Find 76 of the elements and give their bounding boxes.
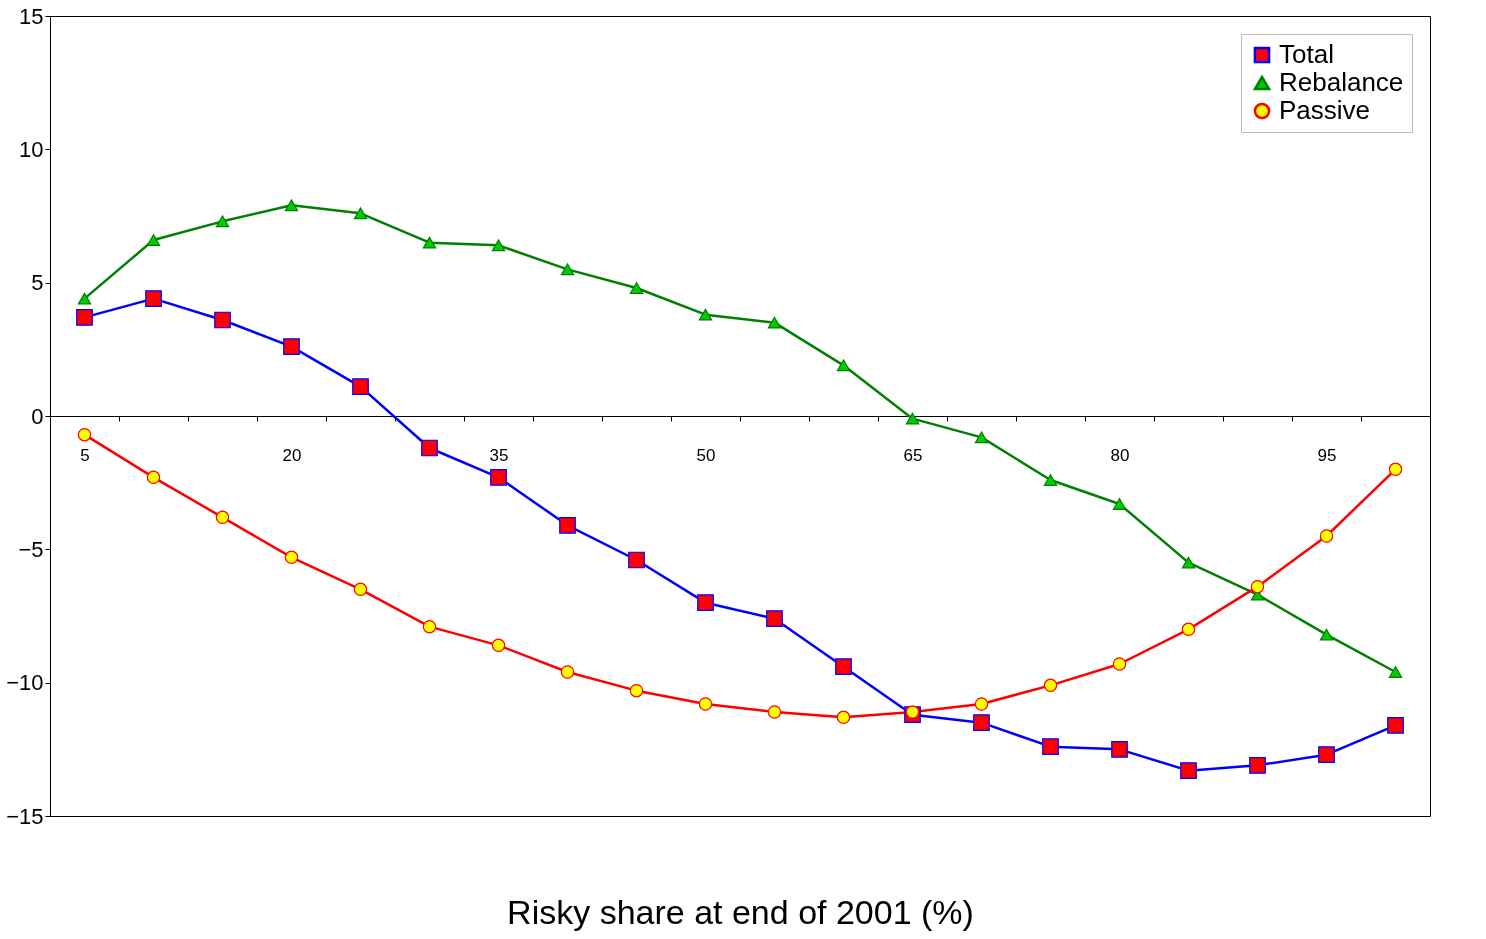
point — [1181, 622, 1196, 637]
point — [905, 705, 920, 719]
y-tick-label: 15 — [19, 3, 44, 29]
x-tick-label: 65 — [903, 445, 923, 465]
point — [353, 207, 368, 220]
point — [490, 468, 507, 486]
point — [352, 378, 369, 396]
x-tick-label: 35 — [489, 445, 509, 465]
x-tick-label: 80 — [1110, 445, 1130, 465]
point — [421, 439, 438, 457]
legend-label: Passive — [1279, 95, 1371, 125]
point — [560, 665, 575, 679]
point — [1388, 462, 1403, 477]
point — [215, 215, 230, 228]
y-tick-label: 10 — [19, 136, 44, 162]
point — [973, 714, 990, 732]
x-tick-label: 20 — [282, 445, 302, 465]
point — [1388, 666, 1403, 678]
point — [560, 263, 575, 276]
point — [1387, 716, 1404, 734]
point — [214, 311, 231, 329]
y-tick-label: −10 — [6, 670, 44, 696]
point — [1318, 746, 1335, 764]
point — [76, 308, 93, 326]
point — [146, 234, 161, 246]
point — [1043, 678, 1058, 693]
point — [491, 239, 506, 252]
point — [1319, 628, 1334, 641]
point — [766, 610, 783, 628]
point — [77, 427, 92, 442]
y-tick-label: −15 — [6, 803, 44, 829]
x-tick-label: 95 — [1317, 445, 1337, 465]
point — [215, 510, 230, 525]
point — [974, 431, 989, 444]
point — [146, 470, 161, 485]
point — [422, 236, 437, 249]
point — [1043, 474, 1058, 486]
point — [1180, 762, 1197, 780]
point — [628, 551, 645, 569]
point — [1250, 579, 1265, 594]
point — [353, 582, 368, 597]
point — [283, 338, 300, 356]
point — [767, 705, 782, 719]
point — [145, 290, 162, 308]
point — [284, 550, 299, 565]
point — [697, 594, 714, 612]
point — [1112, 498, 1127, 510]
point — [491, 638, 506, 653]
legend-label: Total — [1279, 39, 1334, 69]
y-tick-label: 0 — [31, 403, 44, 429]
y-tick-label: −5 — [18, 536, 44, 562]
point — [284, 199, 299, 212]
point — [905, 412, 920, 425]
point — [629, 282, 644, 294]
point — [629, 683, 644, 698]
point — [77, 292, 92, 305]
point — [422, 619, 437, 634]
y-tick-label: 5 — [31, 270, 44, 296]
point — [1042, 738, 1059, 756]
point — [559, 516, 576, 534]
point — [974, 697, 989, 711]
point — [1181, 556, 1196, 569]
point — [1249, 756, 1266, 774]
point — [836, 359, 851, 372]
x-axis-title: Risky share at end of 2001 (%) — [507, 892, 974, 931]
x-tick-label: 50 — [696, 445, 716, 465]
point — [767, 316, 782, 329]
point — [1319, 529, 1334, 543]
point — [698, 697, 713, 711]
point — [698, 308, 713, 321]
point — [1111, 740, 1128, 758]
point — [836, 710, 851, 725]
point — [1112, 657, 1127, 671]
x-tick-label: 5 — [80, 445, 90, 465]
legend-label: Rebalance — [1279, 67, 1404, 97]
point — [835, 658, 852, 676]
